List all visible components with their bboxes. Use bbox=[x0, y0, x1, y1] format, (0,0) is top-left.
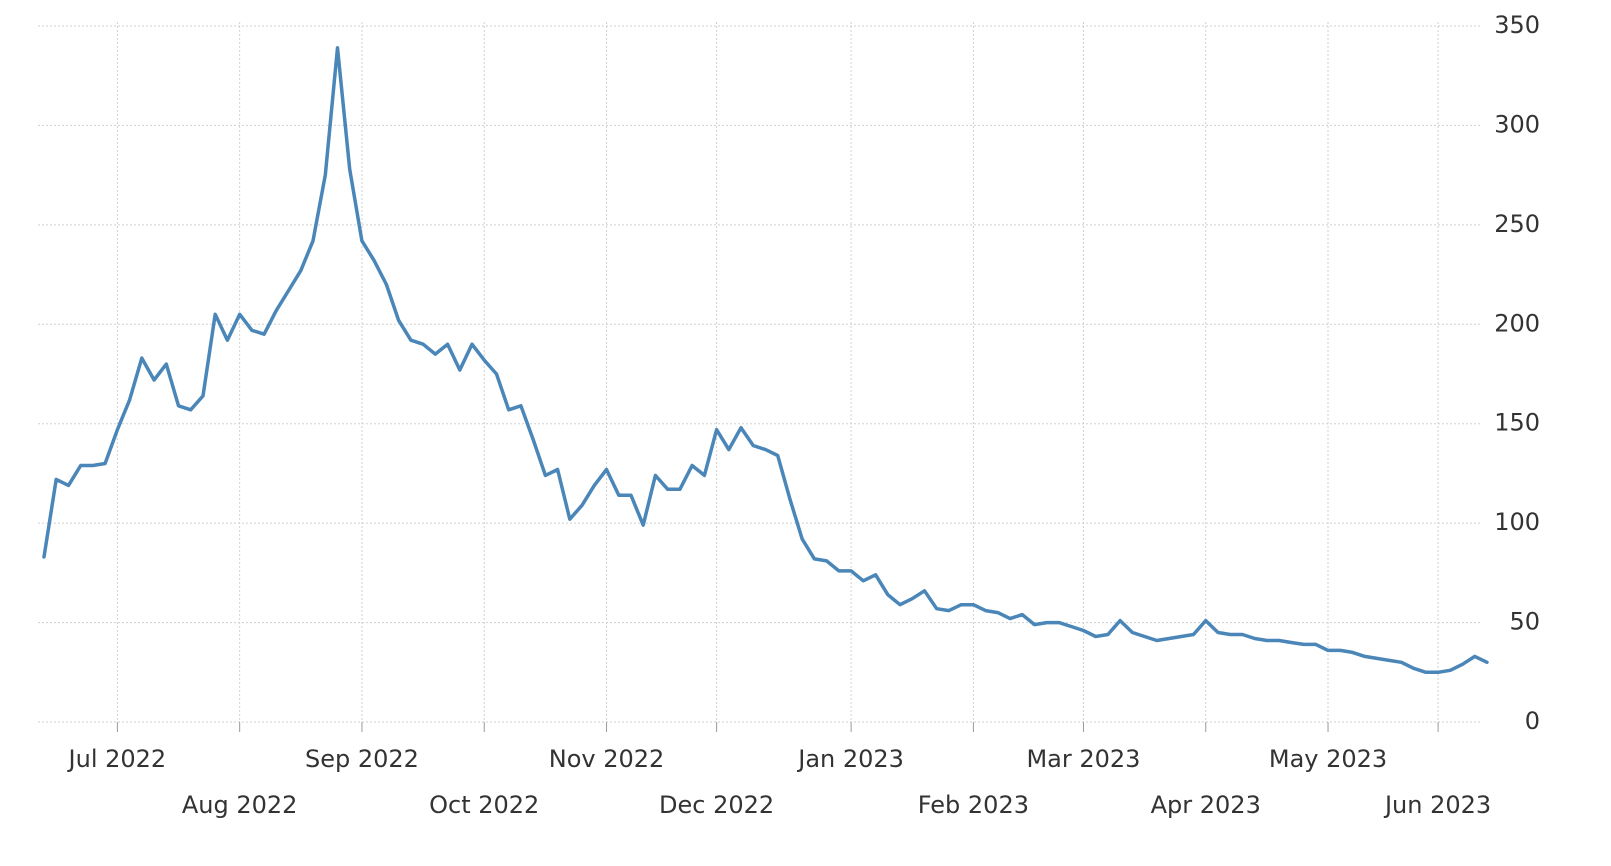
x-tick-label: Jun 2023 bbox=[1383, 791, 1491, 819]
x-tick-label: Jan 2023 bbox=[796, 745, 904, 773]
y-tick-label: 50 bbox=[1509, 608, 1540, 636]
y-tick-label: 200 bbox=[1494, 309, 1540, 337]
y-tick-label: 350 bbox=[1494, 11, 1540, 39]
x-tick-label: Dec 2022 bbox=[659, 791, 774, 819]
x-tick-label: Aug 2022 bbox=[182, 791, 298, 819]
x-tick-label: Apr 2023 bbox=[1151, 791, 1261, 819]
x-tick-label: Mar 2023 bbox=[1026, 745, 1140, 773]
y-tick-label: 150 bbox=[1494, 409, 1540, 437]
x-tick-label: Feb 2023 bbox=[918, 791, 1029, 819]
x-tick-label: Nov 2022 bbox=[549, 745, 665, 773]
data-line bbox=[42, 46, 1489, 675]
y-tick-label: 300 bbox=[1494, 110, 1540, 138]
y-tick-label: 100 bbox=[1494, 508, 1540, 536]
x-tick-label: Jul 2022 bbox=[67, 745, 167, 773]
x-tick-label: Sep 2022 bbox=[305, 745, 419, 773]
y-tick-label: 250 bbox=[1494, 210, 1540, 238]
x-tick-label: May 2023 bbox=[1269, 745, 1387, 773]
y-tick-label: 0 bbox=[1525, 707, 1540, 735]
x-tick-label: Oct 2022 bbox=[429, 791, 539, 819]
